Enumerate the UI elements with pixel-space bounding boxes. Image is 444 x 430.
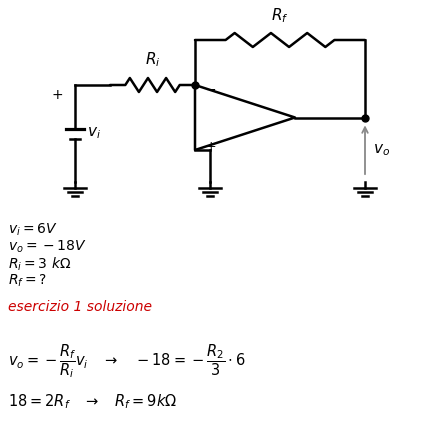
Text: esercizio 1 soluzione: esercizio 1 soluzione — [8, 300, 152, 314]
Text: $R_f$: $R_f$ — [271, 6, 289, 25]
Text: $v_i$: $v_i$ — [87, 126, 101, 141]
Text: $R_i$: $R_i$ — [145, 50, 160, 69]
Text: $-$: $-$ — [205, 83, 216, 95]
Text: $R_i=3\ k\Omega$: $R_i=3\ k\Omega$ — [8, 256, 71, 273]
Text: $R_f=?$: $R_f=?$ — [8, 273, 47, 289]
Text: $v_o$: $v_o$ — [373, 142, 390, 158]
Text: $v_o = -\dfrac{R_f}{R_i}v_i \quad \rightarrow \quad -18 = -\dfrac{R_2}{3} \cdot : $v_o = -\dfrac{R_f}{R_i}v_i \quad \right… — [8, 342, 246, 380]
Text: $v_i=6V$: $v_i=6V$ — [8, 222, 57, 238]
Text: $v_o=-18V$: $v_o=-18V$ — [8, 239, 87, 255]
Text: $+$: $+$ — [205, 139, 216, 153]
Text: $18 = 2R_f \quad \rightarrow \quad R_f = 9k\Omega$: $18 = 2R_f \quad \rightarrow \quad R_f =… — [8, 392, 177, 411]
Text: $+$: $+$ — [51, 88, 63, 102]
